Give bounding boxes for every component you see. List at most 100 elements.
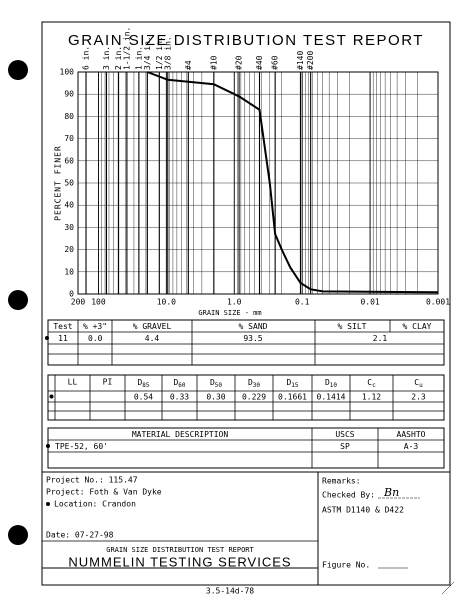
company: NUMMELIN TESTING SERVICES [68, 554, 291, 569]
table-frame [47, 374, 445, 421]
table-header: % GRAVEL [133, 322, 172, 331]
table-cell: 0.1661 [278, 393, 307, 402]
bullet [46, 502, 50, 506]
sieve-label: #4 [184, 60, 193, 70]
table-header: Test [53, 322, 72, 331]
table-cell: 1.12 [362, 393, 381, 402]
x-tick-label: 200 [71, 298, 86, 307]
punch-hole [8, 525, 28, 545]
punch-hole [8, 60, 28, 80]
table-header: % +3" [83, 322, 107, 331]
test-method: ASTM D1140 & D422 [322, 506, 404, 515]
table-cell: 0.1414 [317, 393, 346, 402]
table-header: % SILT [338, 322, 367, 331]
x-tick-label: 1.0 [227, 298, 242, 307]
x-tick-label: 0.1 [295, 298, 310, 307]
figure-label: Figure No. [322, 561, 370, 570]
sieve-label: #200 [306, 51, 315, 70]
sieve-label: 1-1/2 in. [122, 27, 131, 70]
plot-frame [77, 71, 439, 295]
table-cell: 0.54 [134, 393, 153, 402]
y-tick-label: 30 [64, 223, 74, 232]
table-cell: 0.229 [242, 393, 266, 402]
chart: 0 10 20 30 40 50 60 70 80 90 100 200 100 10.0 1.0 0.1 0.… [60, 27, 451, 307]
y-tick-label: 70 [64, 134, 74, 143]
table-header: Cu [414, 378, 423, 389]
parameters-table: LL PI D85 D60 D50 D30 D15 D10 Cc Cu 0.54 0.33 0.30 0.… [47, 374, 445, 421]
punch-hole [8, 290, 28, 310]
table-cell: 2.3 [411, 393, 426, 402]
table-frame [47, 319, 445, 366]
y-tick-label: 80 [64, 112, 74, 121]
sieve-label: #10 [209, 55, 218, 70]
footer-title: GRAIN SIZE DISTRIBUTION TEST REPORT [106, 546, 254, 554]
project-block: Project No.: 115.47 Project: Foth & Van … [41, 471, 451, 586]
remarks-label: Remarks: [322, 477, 361, 486]
gradation-curve [146, 71, 439, 294]
project-name: Project: Foth & Van Dyke [46, 488, 162, 497]
sieve-label: #60 [271, 55, 280, 70]
y-tick-label: 20 [64, 245, 74, 254]
table-header: AASHTO [397, 430, 426, 439]
x-axis-label: GRAIN SIZE - mm [198, 309, 261, 317]
report-title: GRAIN SIZE DISTRIBUTION TEST REPORT [68, 32, 424, 49]
block-frame [317, 471, 451, 586]
checked-by: Checked By: [322, 491, 375, 500]
table-header: LL [68, 378, 78, 387]
sieve-label: 2 in. [114, 46, 123, 70]
y-axis-label: PERCENT FINER [54, 145, 63, 221]
x-tick-label: 100 [91, 298, 106, 307]
sieve-label: 3 in. [102, 46, 111, 70]
table-header: D85 [137, 378, 149, 389]
sieve-label: 3/4 in. [143, 36, 152, 70]
table-header: D30 [248, 378, 260, 389]
table-header: % SAND [239, 322, 268, 331]
table-cell: 4.4 [145, 334, 160, 343]
table-header: D10 [325, 378, 337, 389]
table-cell: 0.30 [206, 393, 225, 402]
sieve-label: 1 in. [134, 46, 143, 70]
sieve-label: #40 [255, 55, 264, 70]
uscs: SP [340, 442, 350, 451]
table-header: MATERIAL DESCRIPTION [132, 430, 229, 439]
y-tick-label: 100 [60, 68, 75, 77]
table-cell: 11 [58, 334, 68, 343]
x-tick-label: 0.001 [426, 298, 450, 307]
y-tick-label: 50 [64, 179, 74, 188]
outer-frame [41, 21, 451, 586]
sieve-label: 3/8 in. [163, 36, 172, 70]
signature: Bn [383, 486, 399, 499]
table-cell: 2.1 [373, 334, 388, 343]
project-date: Date: 07-27-98 [46, 531, 114, 540]
material-table: MATERIAL DESCRIPTION USCS AASHTO TPE-52,… [46, 427, 445, 469]
corner-mark [441, 581, 455, 595]
table-header: D60 [173, 378, 185, 389]
table-header: % CLAY [403, 322, 432, 331]
table-header: D15 [286, 378, 298, 389]
table-header: PI [103, 378, 113, 387]
table-header: USCS [335, 430, 354, 439]
table-cell: 93.5 [243, 334, 262, 343]
sieve-label: 6 in. [82, 46, 91, 70]
y-tick-label: 60 [64, 156, 74, 165]
table-cell: 0.33 [170, 393, 189, 402]
aashto: A-3 [404, 442, 419, 451]
project-number: Project No.: 115.47 [46, 476, 138, 485]
x-tick-label: 10.0 [157, 298, 176, 307]
y-tick-label: 0 [69, 290, 74, 299]
y-tick-label: 90 [64, 90, 74, 99]
bullet [46, 444, 50, 448]
gradation-table: Test % +3" % GRAVEL % SAND % SILT % CLAY… [45, 319, 445, 366]
project-location: Location: Crandon [54, 500, 136, 509]
bullet [49, 394, 54, 399]
sieve-label: 1/2 in. [155, 36, 164, 70]
sieve-label: #140 [296, 51, 305, 70]
table-cell: 0.0 [88, 334, 103, 343]
table-header: Cc [367, 378, 376, 389]
bullet [45, 336, 49, 340]
x-tick-label: 0.01 [360, 298, 379, 307]
y-tick-label: 10 [64, 267, 74, 276]
sieve-label: #20 [235, 55, 244, 70]
